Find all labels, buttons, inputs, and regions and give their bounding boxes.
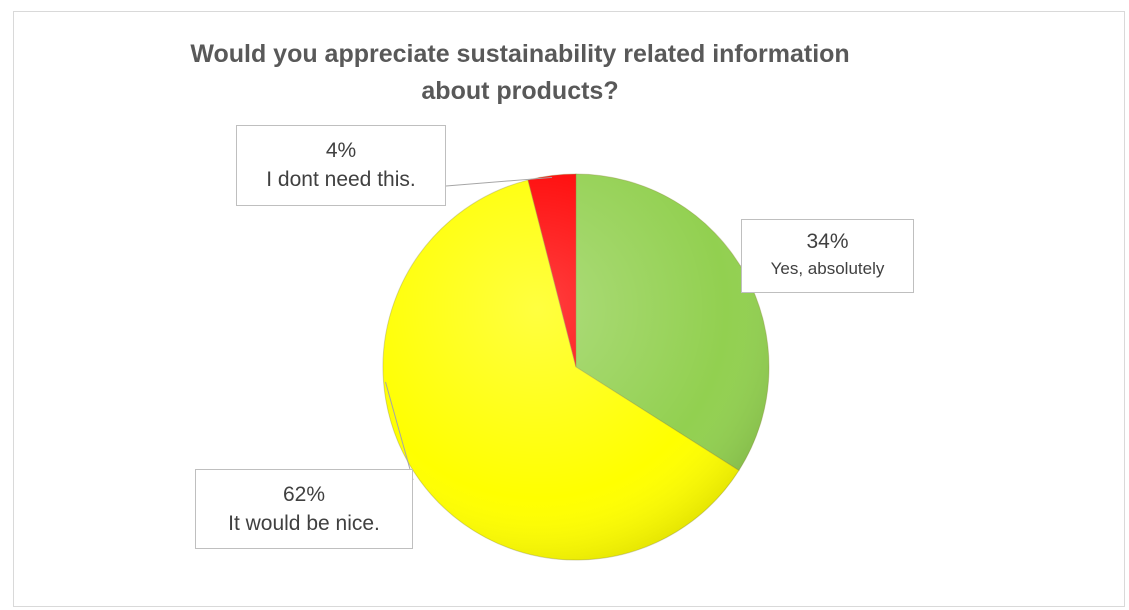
data-label-yes-absolutely: 34% Yes, absolutely xyxy=(741,219,914,293)
data-label-it-would-be-nice: 62% It would be nice. xyxy=(195,469,413,549)
pie-shading xyxy=(383,174,769,560)
leader-line xyxy=(385,381,414,481)
data-label-percent: 4% xyxy=(325,139,357,162)
data-label-i-dont-need-this: 4% I dont need this. xyxy=(236,125,446,206)
leader-line xyxy=(445,176,553,187)
data-label-category: Yes, absolutely xyxy=(770,259,885,278)
chart-title: Would you appreciate sustainability rela… xyxy=(190,40,850,105)
data-label-category: I dont need this. xyxy=(266,168,416,191)
data-label-percent: 34% xyxy=(806,230,849,253)
data-label-percent: 62% xyxy=(282,483,326,506)
data-label-category: It would be nice. xyxy=(228,512,380,535)
